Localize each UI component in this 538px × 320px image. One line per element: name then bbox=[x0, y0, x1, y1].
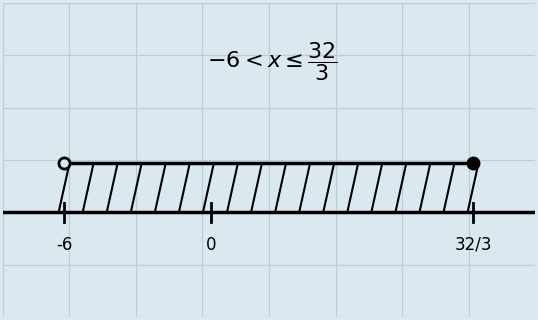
Text: 32/3: 32/3 bbox=[454, 236, 492, 254]
Text: 0: 0 bbox=[206, 236, 217, 254]
Text: -6: -6 bbox=[56, 236, 72, 254]
Text: $-6 < x \leq \dfrac{32}{3}$: $-6 < x \leq \dfrac{32}{3}$ bbox=[207, 40, 338, 83]
